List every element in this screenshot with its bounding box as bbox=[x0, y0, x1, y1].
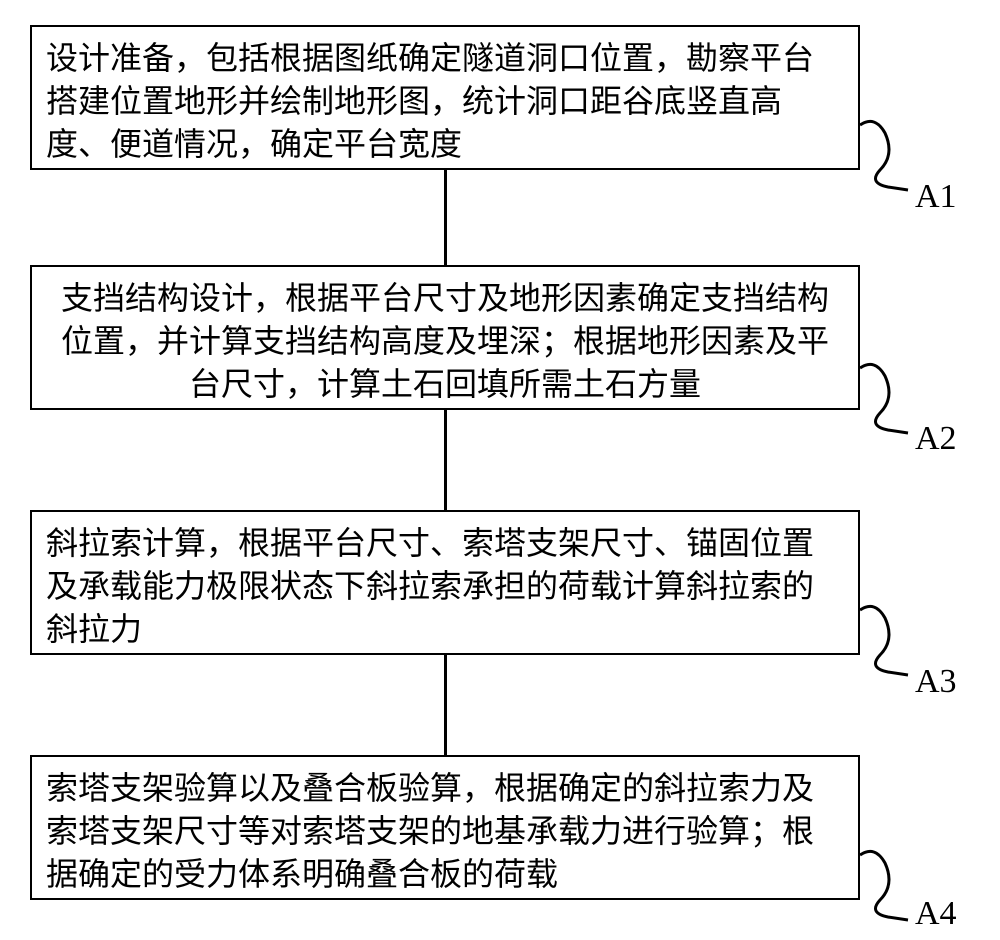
step-text-a3: 斜拉索计算，根据平台尺寸、索塔支架尺寸、锚固位置及承载能力极限状态下斜拉索承担的… bbox=[46, 522, 844, 652]
step-label-a2: A2 bbox=[915, 420, 957, 458]
step-text-a1: 设计准备，包括根据图纸确定隧道洞口位置，勘察平台搭建位置地形并绘制地形图，统计洞… bbox=[46, 37, 844, 167]
step-label-a3: A3 bbox=[915, 663, 957, 701]
step-label-a4: A4 bbox=[915, 895, 957, 933]
flowchart-container: 设计准备，包括根据图纸确定隧道洞口位置，勘察平台搭建位置地形并绘制地形图，统计洞… bbox=[0, 0, 1000, 940]
step-label-a1: A1 bbox=[915, 178, 957, 216]
connector-a3-a4 bbox=[444, 655, 447, 755]
step-text-a4: 索塔支架验算以及叠合板验算，根据确定的斜拉索力及索塔支架尺寸等对索塔支架的地基承… bbox=[46, 767, 844, 897]
connector-a2-a3 bbox=[444, 410, 447, 510]
step-box-a1: 设计准备，包括根据图纸确定隧道洞口位置，勘察平台搭建位置地形并绘制地形图，统计洞… bbox=[30, 25, 860, 170]
connector-a1-a2 bbox=[444, 170, 447, 265]
step-box-a4: 索塔支架验算以及叠合板验算，根据确定的斜拉索力及索塔支架尺寸等对索塔支架的地基承… bbox=[30, 755, 860, 900]
step-text-a2: 支挡结构设计，根据平台尺寸及地形因素确定支挡结构位置，并计算支挡结构高度及埋深；… bbox=[46, 277, 844, 407]
step-box-a2: 支挡结构设计，根据平台尺寸及地形因素确定支挡结构位置，并计算支挡结构高度及埋深；… bbox=[30, 265, 860, 410]
step-box-a3: 斜拉索计算，根据平台尺寸、索塔支架尺寸、锚固位置及承载能力极限状态下斜拉索承担的… bbox=[30, 510, 860, 655]
